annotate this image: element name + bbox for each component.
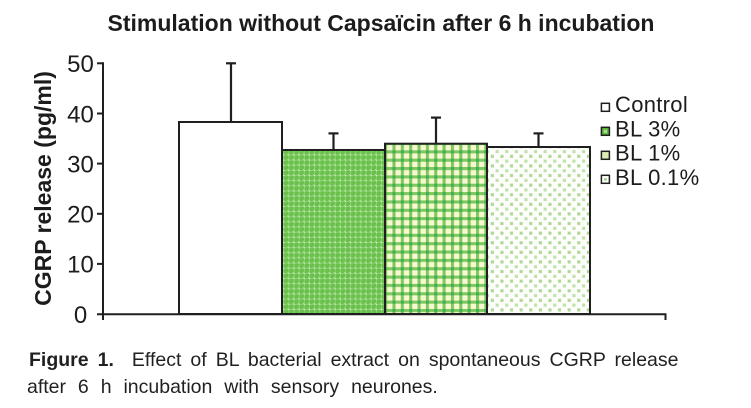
svg-text:Stimulation without Capsaïcin: Stimulation without Capsaïcin after 6 h … [108,10,655,36]
svg-text:10: 10 [67,252,94,279]
svg-text:after 6 h incubation with sens: after 6 h incubation with sensory neuron… [27,376,438,398]
svg-text:30: 30 [67,151,94,178]
svg-text:Control: Control [615,92,688,117]
svg-text:20: 20 [67,202,94,229]
svg-text:0: 0 [74,302,87,329]
svg-text:BL 3%: BL 3% [615,116,681,141]
svg-text:50: 50 [67,51,94,78]
svg-text:40: 40 [67,101,94,128]
svg-text:Figure 1. Effect of BL bacter: Figure 1. Effect of BL bacterial extract… [29,349,678,371]
svg-text:BL 1%: BL 1% [615,141,681,166]
svg-text:BL 0.1%: BL 0.1% [615,165,699,190]
svg-text:CGRP release (pg/ml): CGRP release (pg/ml) [30,71,56,306]
